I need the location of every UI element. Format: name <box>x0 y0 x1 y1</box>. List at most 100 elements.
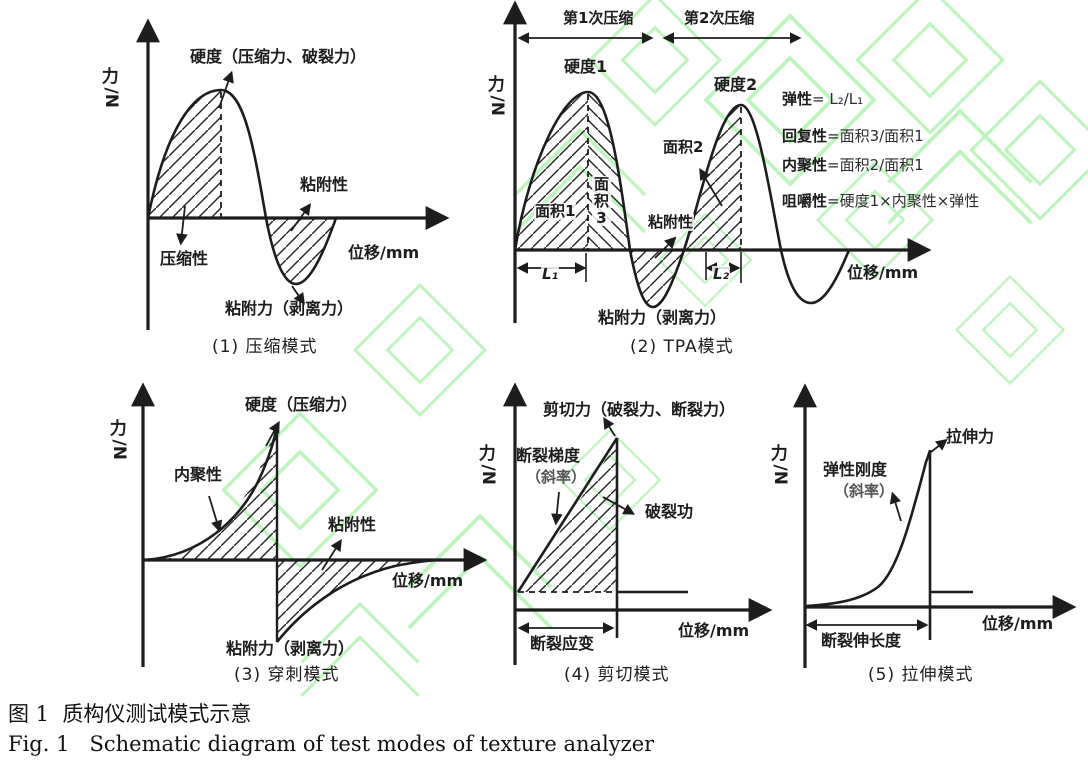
panel1-compression-plot <box>136 18 450 330</box>
p2-force-curve <box>513 90 851 309</box>
p5-elongation-label: 断裂伸长度 <box>821 631 902 650</box>
p4-x-axis-label: 位移/mm <box>678 621 750 640</box>
panel4-shear-plot <box>503 382 773 665</box>
p2-formula-springiness: 弹性= L₂/L₁ <box>782 88 863 109</box>
p2-hatch-area1 <box>515 92 588 250</box>
p5-force-char: 力 <box>770 444 788 464</box>
p2-force-char: 力 <box>487 75 505 95</box>
p3-cohesiveness-label: 内聚性 <box>174 465 223 484</box>
p2-formula-cohesiveness-value: =面积2/面积1 <box>827 156 924 174</box>
p3-hatch-negative <box>277 560 437 642</box>
p2-caption: (2) TPA模式 <box>630 337 734 357</box>
p2-area1-label: 面积1 <box>534 202 577 221</box>
p1-force-unit: /N <box>100 87 121 108</box>
p2-x-axis-label: 位移/mm <box>847 263 919 282</box>
p3-cohesiveness-arrow <box>208 495 223 533</box>
p1-adhesiveness-arrow <box>290 203 312 232</box>
p2-formula-springiness-value: = L₂/L₁ <box>812 90 864 108</box>
p4-strain-label: 断裂应变 <box>530 634 595 653</box>
p4-slope-line <box>516 437 619 593</box>
p2-L2-label: L₂ <box>712 265 731 284</box>
p4-force-unit: /N <box>477 464 498 485</box>
p4-hatch-work <box>522 443 616 592</box>
panel3-puncture-plot <box>131 382 488 667</box>
p1-hardness-arrow <box>218 70 234 109</box>
p1-hardness-label: 硬度（压缩力、破裂力） <box>190 47 367 66</box>
p5-tensile-force-arrow <box>930 438 948 453</box>
p5-caption: (5) 拉伸模式 <box>868 665 974 685</box>
p3-adhesiveness-label: 粘附性 <box>328 515 377 534</box>
p2-area2-arrow <box>699 167 723 207</box>
p4-shear-force-label: 剪切力（破裂力、断裂力） <box>543 400 736 419</box>
p3-recovery-curve <box>275 558 445 643</box>
p3-caption: (3) 穿刺模式 <box>234 665 340 685</box>
p2-hatch-trough1 <box>630 250 684 307</box>
p2-area3-label: 面积3 <box>592 175 611 227</box>
p2-formula-cohesiveness-name: 内聚性 <box>782 156 828 174</box>
p3-hardness-label: 硬度（压缩力） <box>245 395 358 414</box>
p4-rupture-work-label: 破裂功 <box>645 502 694 521</box>
p2-formula-springiness-name: 弹性 <box>782 90 813 108</box>
p2-formula-chewiness-value: =硬度1×内聚性×弹性 <box>827 192 980 210</box>
p2-formula-chewiness: 咀嚼性=硬度1×内聚性×弹性 <box>782 190 979 211</box>
p2-formula-resilience-name: 回复性 <box>782 127 828 145</box>
p2-cycle2-label: 第2次压缩 <box>684 9 755 27</box>
p4-gradient-arrow <box>550 491 563 526</box>
figure-caption-en: Fig. 1 Schematic diagram of test modes o… <box>8 732 655 756</box>
p2-area2-label: 面积2 <box>662 138 705 157</box>
p1-force-char: 力 <box>101 67 119 87</box>
p5-x-axis-label: 位移/mm <box>982 614 1054 633</box>
p5-stiffness-label: 弹性刚度 <box>823 460 888 479</box>
p3-rise-curve <box>144 424 279 562</box>
p1-adhesive-force-label: 粘附力（剥离力） <box>225 299 354 318</box>
p4-gradient-note-label: （斜率） <box>526 468 587 486</box>
p5-force-unit: /N <box>769 464 790 485</box>
p4-y-axis-label: 力 /N <box>477 444 498 485</box>
p1-compressibility-arrow <box>176 205 188 246</box>
p2-force-unit: /N <box>486 95 507 116</box>
p2-formula-resilience-value: =面积3/面积1 <box>827 127 924 145</box>
p3-hatch-positive <box>162 424 277 560</box>
p4-shear-force-arrow <box>603 417 616 437</box>
p3-hardness-arrow <box>265 420 280 447</box>
p3-y-axis-label: 力 /N <box>108 419 129 460</box>
p3-adhesive-force-label: 粘附力（剥离力） <box>226 639 355 658</box>
p2-hatch-area2 <box>684 105 741 250</box>
p5-y-axis-label: 力 /N <box>769 444 790 485</box>
p2-adhesiveness-label: 粘附性 <box>647 213 695 232</box>
p2-hardness2-label: 硬度2 <box>714 75 758 94</box>
p1-adhesive-force-arrow <box>291 285 305 305</box>
p4-caption: (4) 剪切模式 <box>564 665 670 685</box>
p3-adhesiveness-arrow <box>321 539 342 571</box>
panel5-tensile-plot <box>793 383 1077 668</box>
p3-x-axis-label: 位移/mm <box>392 571 464 590</box>
p3-force-unit: /N <box>108 439 129 460</box>
p1-hatch-positive <box>148 90 221 218</box>
p1-caption: (1) 压缩模式 <box>212 337 318 357</box>
p2-adhesive-force-label: 粘附力（剥离力） <box>598 308 727 327</box>
p5-stiffness-arrow <box>889 491 902 522</box>
p2-formula-resilience: 回复性=面积3/面积1 <box>782 125 924 146</box>
figure-caption-zh: 图 1 质构仪测试模式示意 <box>8 702 252 726</box>
p1-force-curve <box>146 88 338 286</box>
p1-y-axis-label: 力 /N <box>100 67 121 108</box>
p4-force-char: 力 <box>478 444 496 464</box>
p2-adhesiveness-arrow <box>654 236 677 259</box>
p2-formula-cohesiveness: 内聚性=面积2/面积1 <box>782 154 924 175</box>
p2-y-axis-label: 力 /N <box>486 75 507 116</box>
p5-tensile-force-label: 拉伸力 <box>946 427 995 446</box>
p4-rupture-work-arrow <box>602 496 636 515</box>
p4-gradient-label: 断裂梯度 <box>516 446 581 465</box>
p5-rise-curve <box>805 450 932 608</box>
p2-formula-chewiness-name: 咀嚼性 <box>782 192 828 210</box>
p1-hatch-negative <box>266 218 336 284</box>
p1-adhesiveness-label: 粘附性 <box>300 175 349 194</box>
p3-force-char: 力 <box>109 419 127 439</box>
p2-hardness1-label: 硬度1 <box>564 57 608 76</box>
p1-x-axis-label: 位移/mm <box>348 243 420 262</box>
p2-L1-label: L₁ <box>541 265 560 284</box>
p1-compressibility-label: 压缩性 <box>160 249 209 268</box>
p2-cycle1-label: 第1次压缩 <box>563 9 634 27</box>
p5-stiffness-note-label: （斜率） <box>834 482 895 500</box>
